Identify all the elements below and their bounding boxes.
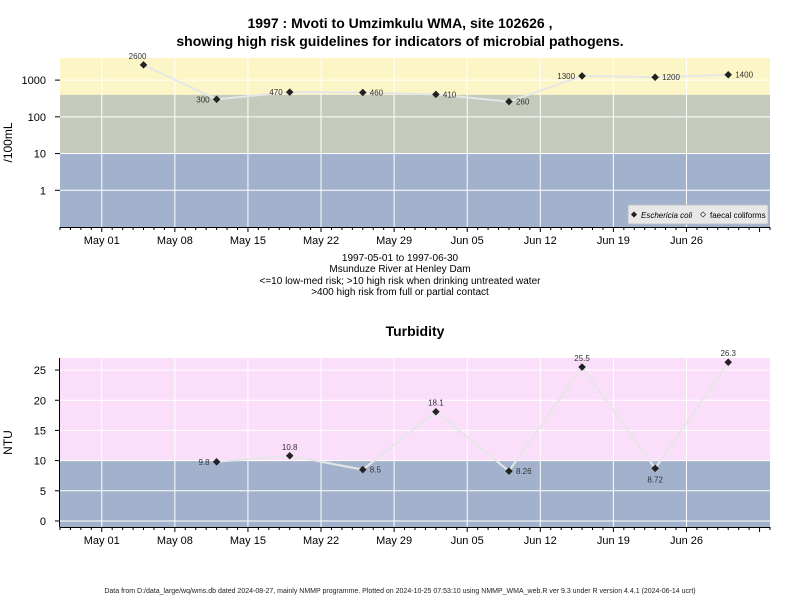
turbidity-risk-band-1: [60, 460, 770, 527]
microbial-data-label-0: 2600: [129, 52, 147, 61]
turbidity-panel-title: Turbidity: [386, 323, 445, 339]
turbidity-y-tick-label-5: 25: [34, 365, 46, 377]
date-range-note: 1997-05-01 to 1997-06-30: [341, 253, 459, 264]
turbidity-data-point-2: [359, 465, 367, 474]
turbidity-data-label-5: 25.5: [574, 354, 590, 363]
turbidity-data-point-3: [432, 407, 440, 416]
turbidity-x-tick-label-8: Jun 26: [670, 535, 703, 547]
microbial-data-label-6: 1300: [557, 72, 575, 81]
microbial-data-point-7: [651, 73, 659, 81]
site-name-note: Msunduze River at Henley Dam: [329, 264, 471, 275]
microbial-data-label-7: 1200: [662, 73, 680, 82]
microbial-x-tick-label-5: Jun 05: [451, 235, 484, 247]
legend-faecal-label: faecal coliforms: [710, 211, 766, 220]
microbial-x-tick-label-0: May 01: [84, 235, 120, 247]
microbial-y-tick-label-2: 100: [28, 112, 46, 124]
turbidity-x-tick-label-7: Jun 19: [597, 535, 630, 547]
microbial-risk-band-2: [60, 94, 770, 154]
turbidity-data-point-4: [505, 467, 513, 475]
turbidity-x-tick-label-1: May 08: [157, 535, 193, 547]
turbidity-y-tick-label-4: 20: [34, 395, 46, 407]
turbidity-x-tick-label-3: May 22: [303, 535, 339, 547]
microbial-data-point-0: [139, 61, 148, 69]
turbidity-y-tick-label-3: 15: [34, 425, 46, 437]
microbial-x-tick-label-3: May 22: [303, 235, 339, 247]
microbial-data-point-2: [285, 88, 294, 96]
chart-title-line-2: showing high risk guidelines for indicat…: [176, 33, 624, 49]
turbidity-series-line-0: [216, 361, 730, 473]
turbidity-data-label-0: 9.8: [198, 458, 210, 467]
turbidity-y-tick-label-0: 0: [40, 516, 46, 528]
microbial-x-tick-label-7: Jun 19: [597, 235, 630, 247]
microbial-x-tick-label-8: Jun 26: [670, 235, 703, 247]
drinking-risk-note: <=10 low-med risk; >10 high risk when dr…: [259, 276, 541, 287]
microbial-data-point-3: [359, 88, 367, 97]
turbidity-y-axis-label: NTU: [1, 430, 15, 455]
microbial-data-label-5: 260: [516, 98, 530, 107]
legend-ecoli-marker: [630, 211, 638, 218]
legend-ecoli-label: Eschericia coli: [641, 211, 692, 220]
turbidity-data-point-5: [578, 363, 586, 371]
turbidity-x-tick-label-2: May 15: [230, 535, 266, 547]
microbial-x-tick-label-4: May 29: [376, 235, 412, 247]
turbidity-data-point-1: [285, 452, 294, 460]
microbial-data-point-1: [212, 95, 221, 104]
turbidity-risk-band-2: [60, 358, 770, 461]
microbial-data-point-8: [724, 70, 733, 79]
turbidity-data-label-4: 8.26: [516, 467, 532, 476]
microbial-data-label-4: 410: [443, 90, 457, 99]
microbial-y-tick-label-0: 1: [40, 185, 46, 197]
turbidity-y-tick-label-2: 10: [34, 456, 46, 468]
microbial-y-tick-label-3: 1000: [22, 75, 46, 87]
turbidity-x-tick-label-4: May 29: [376, 535, 412, 547]
microbial-data-label-3: 460: [370, 88, 384, 97]
turbidity-y-tick-label-1: 5: [40, 486, 46, 498]
turbidity-data-label-3: 18.1: [428, 399, 444, 408]
microbial-data-point-6: [578, 72, 586, 80]
microbial-y-axis-label: /100mL: [1, 122, 15, 162]
microbial-legend-box: [627, 204, 769, 225]
turbidity-x-tick-label-6: Jun 12: [524, 535, 557, 547]
turbidity-x-tick-label-5: Jun 05: [451, 535, 484, 547]
turbidity-data-point-7: [724, 358, 733, 366]
microbial-x-tick-label-2: May 15: [230, 235, 266, 247]
turbidity-data-point-0: [212, 458, 221, 466]
microbial-data-label-1: 300: [196, 95, 210, 104]
contact-risk-note: >400 high risk from full or partial cont…: [311, 287, 489, 298]
microbial-x-tick-label-1: May 08: [157, 235, 193, 247]
microbial-data-point-4: [432, 90, 440, 99]
legend-faecal-marker: [699, 211, 707, 218]
microbial-data-label-2: 470: [269, 88, 283, 97]
turbidity-x-tick-label-0: May 01: [84, 535, 120, 547]
microbial-y-tick-label-1: 10: [34, 149, 46, 161]
footer-note: Data from D:/data_large/wq/wms.db dated …: [104, 588, 696, 595]
turbidity-data-point-6: [651, 464, 659, 473]
turbidity-data-label-7: 26.3: [720, 349, 736, 358]
microbial-data-point-5: [505, 97, 513, 106]
microbial-data-label-8: 1400: [735, 71, 753, 80]
microbial-x-tick-label-6: Jun 12: [524, 235, 557, 247]
turbidity-data-label-2: 8.5: [370, 466, 382, 475]
turbidity-data-label-1: 10.8: [282, 443, 298, 452]
turbidity-data-label-6: 8.72: [647, 475, 663, 484]
chart-title-line-1: 1997 : Mvoti to Umzimkulu WMA, site 1026…: [247, 15, 553, 31]
